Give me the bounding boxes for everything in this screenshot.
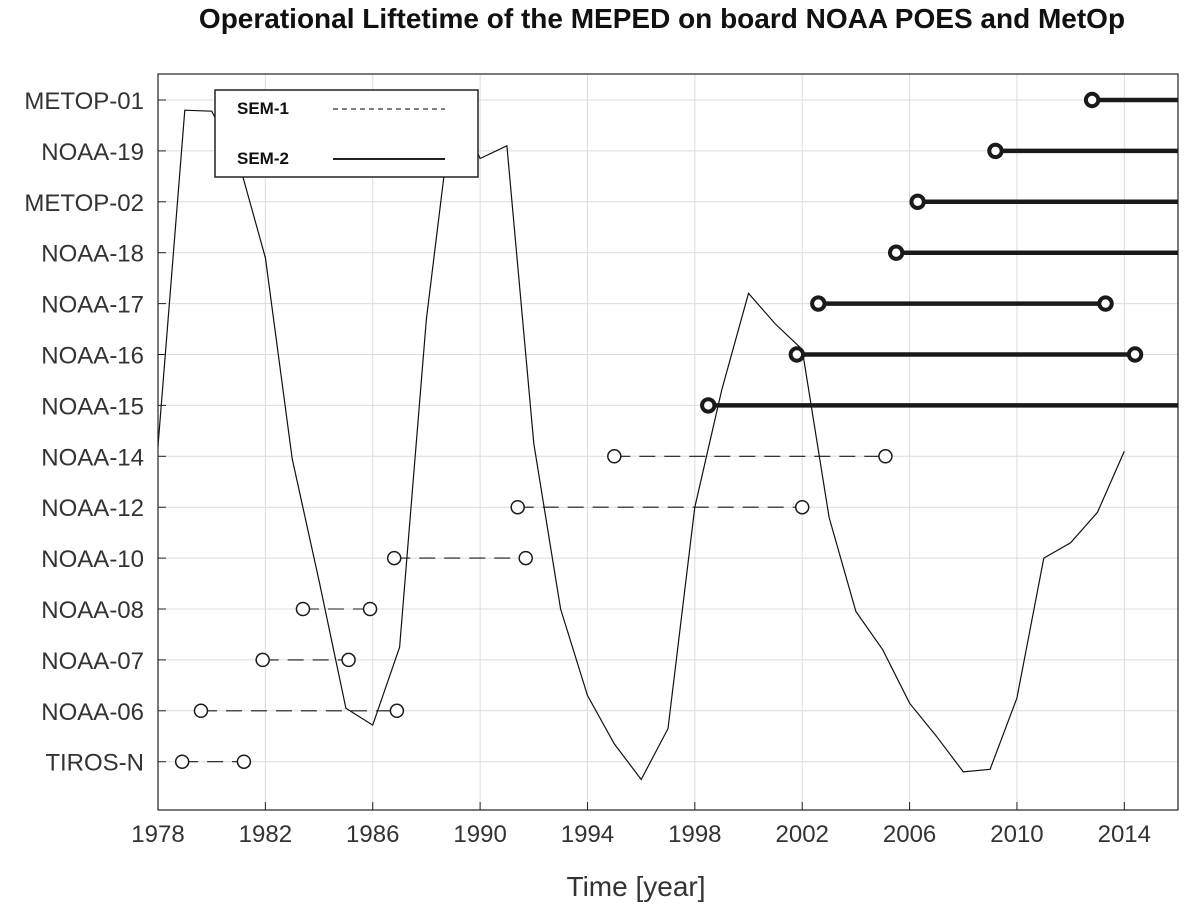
y-tick-label-noaa-07: NOAA-07: [41, 648, 144, 675]
x-tick-label-2014: 2014: [1098, 821, 1151, 848]
satellite-lifetimes: [174, 91, 1178, 769]
y-tick-label-noaa-17: NOAA-17: [41, 292, 144, 319]
start-marker-noaa-19: [987, 142, 1004, 160]
x-tick-label-1982: 1982: [239, 821, 292, 848]
end-marker-noaa-14: [878, 449, 893, 464]
start-marker-noaa-15: [700, 397, 717, 414]
y-axis-ticks: METOP-01 NOAA-19 METOP-02 NOAA-18 NOAA-17 NOA…: [24, 88, 166, 777]
x-tick-label-1986: 1986: [346, 821, 399, 848]
y-tick-label-noaa-16: NOAA-16: [41, 343, 144, 370]
lifetime-noaa-10: [386, 550, 533, 566]
y-tick-label-noaa-06: NOAA-06: [41, 699, 144, 726]
start-marker-metop-01: [1083, 91, 1101, 109]
x-tick-label-1994: 1994: [561, 821, 614, 848]
start-marker-noaa-07: [255, 652, 270, 668]
legend-label-sem1: SEM-1: [237, 99, 289, 118]
end-marker-noaa-07: [341, 652, 356, 668]
legend-box: [214, 89, 479, 178]
lifetime-metop-01: [1083, 91, 1178, 109]
start-marker-noaa-10: [386, 550, 402, 566]
x-tick-label-1978: 1978: [131, 821, 184, 848]
end-marker-noaa-08: [362, 601, 378, 617]
lifetime-noaa-16: [788, 346, 1144, 363]
solar-cycle-line: [157, 97, 1125, 781]
x-axis-label: Time [year]: [567, 871, 706, 902]
legend-label-sem2: SEM-2: [237, 149, 289, 168]
start-marker-noaa-17: [810, 295, 827, 312]
y-tick-label-metop-02: METOP-02: [24, 190, 144, 217]
grid: [157, 74, 1178, 810]
end-marker-tiros-n: [236, 754, 252, 769]
chart-title: Operational Liftetime of the MEPED on bo…: [199, 3, 1125, 34]
x-tick-label-1998: 1998: [668, 821, 721, 848]
plot-frame: [157, 73, 1179, 811]
y-tick-label-metop-01: METOP-01: [24, 88, 144, 115]
y-tick-label-noaa-12: NOAA-12: [41, 495, 144, 522]
y-tick-label-noaa-10: NOAA-10: [41, 546, 144, 573]
lifetime-noaa-17: [810, 295, 1114, 312]
end-marker-noaa-06: [389, 703, 405, 719]
lifetime-noaa-15: [700, 397, 1178, 414]
y-tick-label-noaa-14: NOAA-14: [41, 444, 144, 471]
y-tick-label-noaa-19: NOAA-19: [41, 139, 144, 166]
lifetime-noaa-08: [295, 601, 378, 617]
lifetime-noaa-18: [887, 244, 1178, 261]
y-tick-label-tiros-n: TIROS-N: [45, 750, 144, 777]
start-marker-noaa-14: [607, 449, 622, 464]
end-marker-noaa-17: [1097, 295, 1114, 312]
legend: SEM-1 SEM-2: [214, 89, 479, 178]
y-tick-label-noaa-18: NOAA-18: [41, 241, 144, 268]
lifetime-noaa-07: [255, 652, 356, 668]
start-marker-metop-02: [909, 193, 926, 211]
lifetime-noaa-12: [510, 499, 810, 515]
end-marker-noaa-16: [1126, 346, 1144, 363]
lifetime-noaa-19: [987, 142, 1178, 160]
lifetime-noaa-06: [193, 703, 405, 719]
x-tick-label-2002: 2002: [776, 821, 829, 848]
solar-cycle-curve: [157, 97, 1125, 781]
y-tick-label-noaa-15: NOAA-15: [41, 393, 144, 420]
lifetime-noaa-14: [607, 449, 893, 464]
lifetime-tiros-n: [174, 754, 252, 769]
y-tick-label-noaa-08: NOAA-08: [41, 597, 144, 624]
end-marker-noaa-12: [794, 499, 810, 515]
x-axis-ticks: 1978 1982 1986 1990 1994 1998 2002 2006 2010 2014: [131, 802, 1151, 848]
start-marker-noaa-12: [510, 499, 525, 515]
x-tick-label-1990: 1990: [453, 821, 506, 848]
end-marker-noaa-10: [518, 550, 533, 566]
x-tick-label-2006: 2006: [883, 821, 936, 848]
start-marker-noaa-16: [788, 346, 806, 363]
start-marker-noaa-08: [295, 601, 311, 617]
start-marker-noaa-18: [887, 244, 905, 261]
start-marker-tiros-n: [174, 754, 190, 769]
lifetime-metop-02: [909, 193, 1178, 211]
x-tick-label-2010: 2010: [990, 821, 1043, 848]
start-marker-noaa-06: [193, 703, 209, 719]
